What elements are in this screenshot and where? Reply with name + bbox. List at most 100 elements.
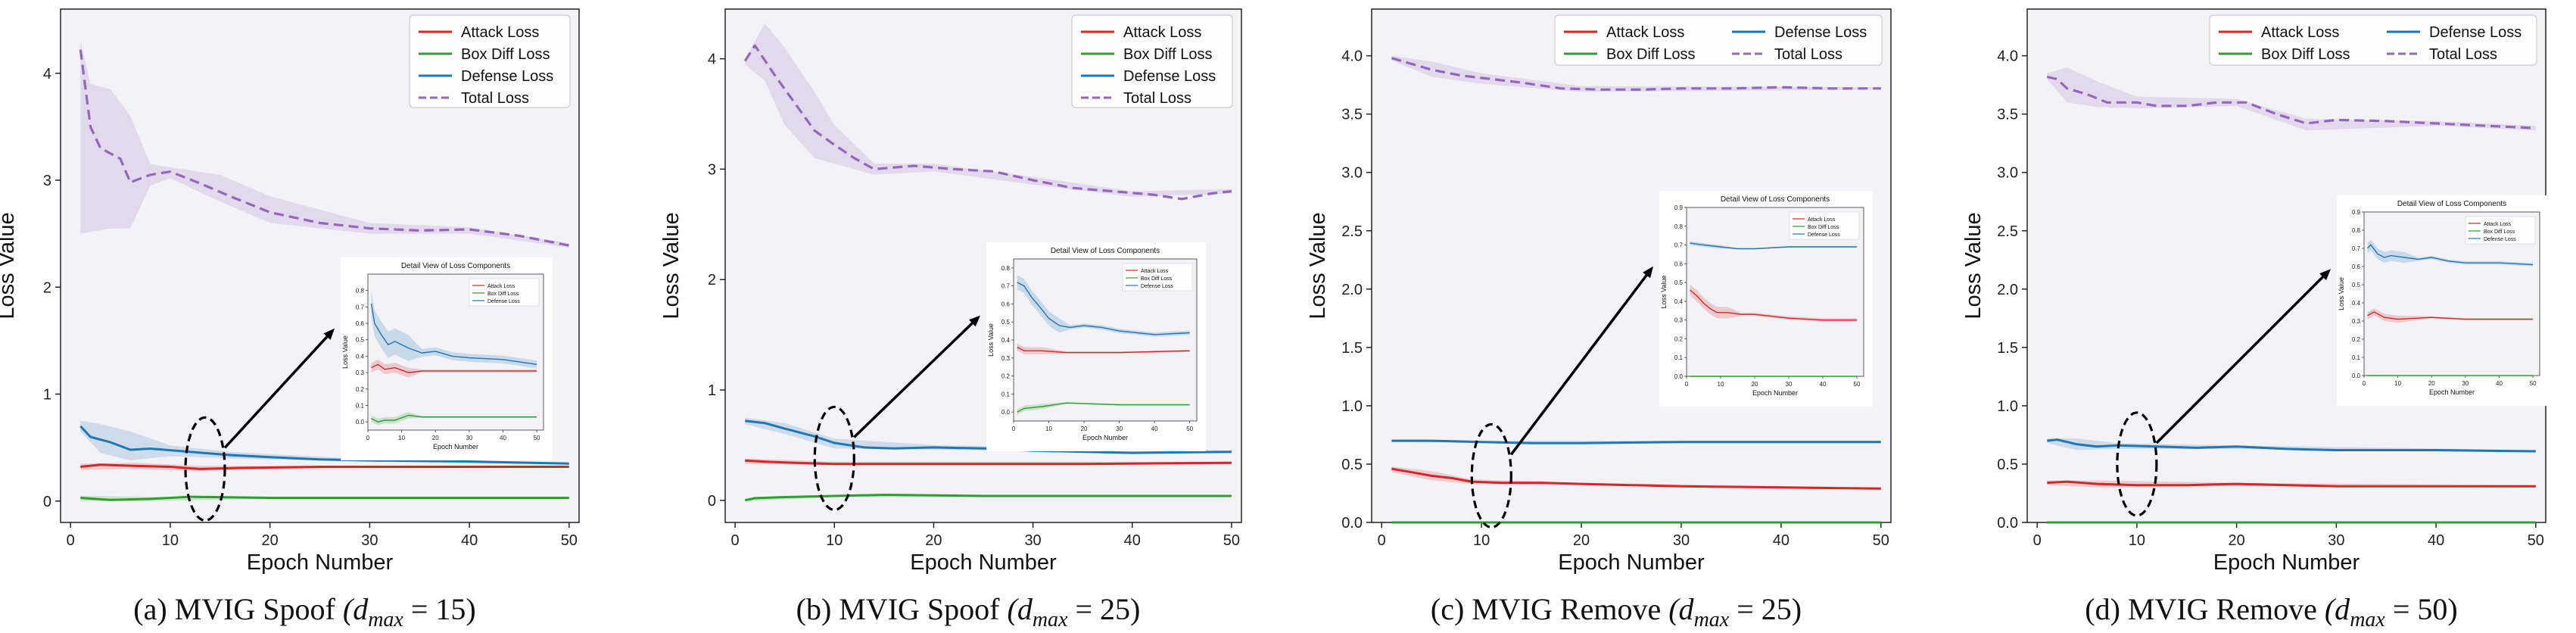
caption-math: (d [1008, 592, 1033, 626]
y-axis-label: Loss Value [1961, 212, 1986, 319]
legend-label: Box Diff Loss [461, 46, 550, 63]
inset-series-line-box [1017, 402, 1190, 413]
x-tick-label: 30 [361, 532, 378, 549]
x-axis-label: Epoch Number [247, 550, 394, 575]
series-line-defense [2047, 438, 2536, 453]
y-tick-label: 3.5 [1341, 107, 1363, 123]
inset-title: Detail View of Loss Components [401, 262, 510, 270]
y-tick-label: 4 [708, 51, 716, 68]
caption-text: (d) MVIG Remove [2085, 592, 2325, 626]
inset-series-line-defense [1017, 282, 1190, 335]
inset-y-tick-label: 0.3 [2352, 318, 2361, 325]
y-tick-label: 0 [43, 494, 51, 510]
inset-x-axis-label: Epoch Number [2429, 388, 2475, 396]
caption-text: (a) MVIG Spoof [133, 592, 343, 626]
x-tick-label: 50 [1873, 532, 1889, 549]
inset-legend-label: Attack Loss [2484, 222, 2512, 227]
inset-y-tick-label: 0.1 [1001, 391, 1011, 398]
y-axis-label: Loss Value [1306, 212, 1330, 319]
legend-label: Box Diff Loss [1123, 46, 1212, 63]
inset-y-axis-label: Loss Value [341, 335, 349, 369]
caption-math: (d [343, 592, 369, 626]
inset-y-tick-label: 0.5 [356, 337, 365, 344]
inset-band-defense [1017, 275, 1190, 337]
inset-detail-view: Detail View of Loss Components 0.0 0.1 0.2 0… [1659, 191, 1873, 407]
x-tick-label: 20 [1573, 532, 1590, 549]
y-tick-label: 3 [708, 161, 716, 178]
legend-label: Defense Loss [2429, 24, 2521, 41]
x-tick-label: 20 [925, 532, 942, 549]
caption-math: (d [2325, 592, 2350, 626]
x-tick-label: 0 [1378, 532, 1386, 549]
zoom-region-ellipse [2116, 411, 2158, 517]
inset-x-tick-label: 30 [1116, 426, 1123, 432]
inset-x-axis-label: Epoch Number [1752, 389, 1798, 397]
inset-y-tick-label: 0.0 [1001, 409, 1011, 416]
legend-label: Total Loss [461, 90, 529, 107]
y-tick-label: 1.5 [1997, 340, 2018, 357]
x-tick-label: 40 [461, 532, 478, 549]
legend-label: Defense Loss [461, 68, 553, 85]
inset-y-tick-label: 0.8 [1674, 223, 1684, 230]
inset-y-tick-label: 0.9 [1674, 204, 1684, 211]
zoom-arrow [223, 334, 330, 449]
band-attack [1391, 466, 1881, 490]
x-tick-label: 30 [1673, 532, 1690, 549]
y-tick-label: 2.0 [1341, 282, 1363, 298]
legend-label: Defense Loss [1774, 24, 1867, 41]
series-line-attack [1391, 467, 1881, 490]
inset-x-tick-label: 20 [1081, 426, 1088, 432]
inset-y-tick-label: 0.0 [356, 419, 365, 426]
inset-y-tick-label: 0.4 [1674, 298, 1684, 305]
inset-x-tick-label: 10 [398, 435, 405, 441]
inset-x-tick-label: 30 [2462, 380, 2469, 387]
inset-y-tick-label: 0.7 [1674, 242, 1684, 249]
x-tick-label: 0 [731, 532, 740, 549]
inset-y-tick-label: 0.6 [1001, 301, 1011, 307]
x-tick-label: 10 [2129, 532, 2145, 549]
inset-x-tick-label: 30 [1786, 381, 1793, 388]
chart-panel-3: 0.0 0.5 1.0 1.5 2.0 2.5 3.0 3.5 4.0 0 10 20 30 40 50 Ep… [1306, 8, 1892, 631]
y-tick-label: 3.5 [1997, 107, 2018, 123]
y-tick-label: 2 [43, 279, 51, 296]
inset-y-tick-label: 0.2 [2352, 336, 2361, 343]
legend-label: Attack Loss [1606, 24, 1684, 41]
caption-subscript: max [2350, 608, 2385, 631]
inset-x-tick-label: 30 [466, 435, 472, 441]
inset-y-tick-label: 0.0 [2352, 373, 2361, 379]
inset-legend-label: Box Diff Loss [2484, 229, 2515, 235]
inset-y-tick-label: 0.6 [2352, 263, 2361, 270]
legend-box [1071, 14, 1233, 108]
inset-y-tick-label: 0.6 [356, 320, 365, 327]
legend-box [1554, 14, 1883, 66]
x-tick-label: 50 [1223, 532, 1240, 549]
caption-text: (b) MVIG Spoof [796, 592, 1008, 626]
inset-band-attack [371, 359, 537, 378]
inset-y-tick-label: 0.9 [2352, 209, 2361, 216]
inset-series-line-attack [371, 363, 537, 373]
x-tick-label: 10 [162, 532, 179, 549]
inset-series-line-defense [2366, 244, 2534, 266]
inset-detail-view: Detail View of Loss Components 0.0 0.1 0.2 0… [2337, 195, 2549, 406]
inset-legend-label: Attack Loss [1141, 269, 1169, 274]
zoom-region-ellipse [1470, 423, 1512, 529]
x-axis-label: Epoch Number [910, 550, 1057, 575]
inset-y-tick-label: 0.7 [2352, 245, 2361, 252]
caption-math: (d [1668, 592, 1694, 626]
inset-detail-view: Detail View of Loss Components 0.0 0.1 0.2 0… [341, 257, 553, 460]
inset-legend-label: Attack Loss [487, 284, 516, 289]
x-tick-label: 30 [2328, 532, 2344, 549]
x-tick-label: 40 [2428, 532, 2444, 549]
legend-label: Total Loss [2429, 46, 2497, 63]
y-tick-label: 0.0 [1341, 515, 1363, 532]
y-tick-label: 2.5 [1997, 223, 2018, 240]
x-tick-label: 10 [1473, 532, 1490, 549]
caption-tail: = 25) [1067, 592, 1140, 626]
inset-y-tick-label: 0.2 [1001, 373, 1011, 380]
y-tick-label: 4.0 [1997, 48, 2018, 65]
zoom-region-ellipse [813, 405, 855, 512]
y-tick-label: 4 [43, 66, 51, 83]
series-line-total [79, 49, 570, 247]
